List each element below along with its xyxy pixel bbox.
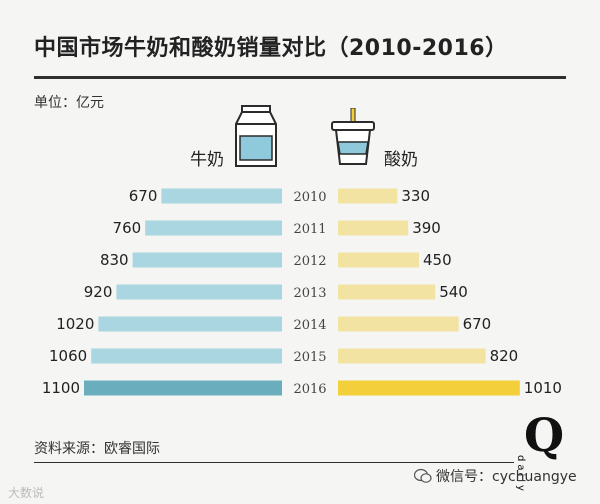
milk-bar-2013 <box>116 284 283 300</box>
year-label-2011: 2011 <box>293 222 326 237</box>
yogurt-value-2012: 450 <box>423 251 452 269</box>
yogurt-value-2016: 1010 <box>524 379 562 397</box>
year-label-2014: 2014 <box>293 318 326 333</box>
milk-value-2010: 670 <box>129 187 158 205</box>
year-label-2015: 2015 <box>293 350 326 365</box>
milk-value-2016: 1100 <box>42 379 80 397</box>
chart-title: 中国市场牛奶和酸奶销量对比（2010-2016） <box>34 36 508 61</box>
year-label-2012: 2012 <box>293 254 326 269</box>
milk-value-2012: 830 <box>100 251 129 269</box>
milk-bar-2010 <box>161 188 282 204</box>
yogurt-bar-2014 <box>338 316 459 332</box>
yogurt-bar-2010 <box>338 188 398 204</box>
wechat-id: 微信号：cychuangye <box>436 469 577 485</box>
milk-bar-2015 <box>91 348 282 364</box>
milk-value-2011: 760 <box>113 219 142 237</box>
milk-value-2014: 1020 <box>56 315 94 333</box>
unit-label: 单位：亿元 <box>34 95 104 111</box>
milk-bar-2011 <box>145 220 282 236</box>
legend-milk: 牛奶 <box>190 150 224 170</box>
milk-value-2015: 1060 <box>49 347 87 365</box>
yogurt-bar-2016 <box>338 380 520 396</box>
milk-value-2013: 920 <box>84 283 113 301</box>
yogurt-bar-2015 <box>338 348 486 364</box>
yogurt-bar-2013 <box>338 284 436 300</box>
yogurt-bar-2011 <box>338 220 409 236</box>
wechat-icon <box>414 468 432 483</box>
milk-carton-icon <box>235 105 277 167</box>
yogurt-value-2010: 330 <box>401 187 430 205</box>
milk-bar-2016 <box>84 380 282 396</box>
brand-logo-letter: Q <box>524 408 565 462</box>
yogurt-value-2014: 670 <box>463 315 492 333</box>
year-label-2010: 2010 <box>293 190 326 205</box>
year-label-2016: 2016 <box>293 382 326 397</box>
legend-yogurt: 酸奶 <box>384 150 418 170</box>
source-note: 资料来源：欧睿国际 <box>34 441 160 457</box>
yogurt-bar-2012 <box>338 252 419 268</box>
footer-rule <box>34 462 514 463</box>
milk-bar-2014 <box>98 316 283 332</box>
milk-bar-2012 <box>132 252 282 268</box>
yogurt-value-2011: 390 <box>412 219 441 237</box>
title-rule <box>34 76 566 79</box>
year-label-2013: 2013 <box>293 286 326 301</box>
yogurt-value-2013: 540 <box>439 283 468 301</box>
yogurt-value-2015: 820 <box>490 347 519 365</box>
watermark: 大数说 <box>8 486 45 500</box>
yogurt-cup-icon <box>331 108 375 165</box>
